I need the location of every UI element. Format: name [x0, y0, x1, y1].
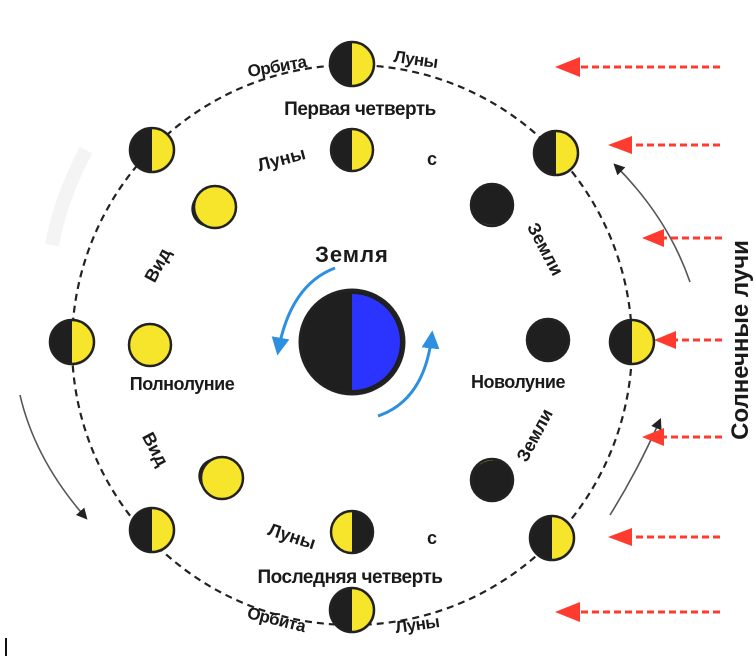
orbit-moon-top-right — [532, 129, 580, 177]
orbit-moon-top — [328, 40, 376, 88]
last-quarter-label: Последняя четверть — [258, 567, 443, 588]
sun-ray-2 — [608, 136, 720, 154]
sun-ray-6 — [608, 528, 720, 546]
phase-waxing-crescent — [469, 182, 515, 228]
orbit-moon-top-left — [128, 126, 176, 174]
full-moon-label: Полнолуние — [130, 374, 235, 394]
view-label-bottom-d: Земли — [513, 405, 557, 465]
sun-ray-4 — [654, 331, 722, 349]
view-label-top-d: Земли — [523, 219, 567, 279]
phase-last-quarter — [329, 509, 375, 555]
sun-rays-label: Солнечные лучи — [727, 240, 754, 440]
view-label-top-a: Вид — [141, 244, 176, 285]
earth-label: Земля — [315, 242, 389, 267]
phase-new-moon — [525, 317, 571, 363]
view-label-bottom-a: Вид — [138, 429, 173, 470]
orbit-moon-bottom — [328, 586, 376, 634]
orbit-moon-right — [608, 318, 656, 366]
orbit-direction-arrow-top-right — [613, 163, 691, 283]
orbit-moon-bottom-left — [128, 506, 176, 554]
phase-waning-gibbous — [198, 455, 245, 501]
phase-waning-crescent — [469, 457, 515, 503]
orbit-moon-left — [48, 318, 96, 366]
phase-first-quarter — [329, 127, 375, 173]
view-label-bottom-c: с — [427, 528, 437, 548]
orbit-moons — [48, 40, 656, 634]
sun-ray-3 — [642, 229, 722, 247]
first-quarter-label: Первая четверть — [284, 99, 436, 120]
sun-ray-1 — [555, 57, 720, 77]
phase-full-moon — [127, 322, 173, 368]
earth-rotation-arrow-right — [377, 330, 440, 418]
orbit-label-bottom-right: Луны — [394, 612, 440, 637]
view-label-top-c: с — [427, 149, 437, 169]
sun-rays — [555, 57, 722, 622]
phase-waxing-gibbous — [191, 184, 238, 230]
sun-ray-5 — [642, 428, 722, 446]
view-label-bottom-b: Луны — [266, 519, 319, 553]
view-from-earth-moons — [127, 127, 571, 555]
orbit-direction-arrow-left — [19, 394, 88, 520]
view-label-top-b: Луны — [255, 143, 307, 175]
orbit-label-bottom-left: Орбита — [245, 603, 308, 636]
orbit-moon-bottom-right — [528, 514, 576, 562]
new-moon-label: Новолуние — [471, 372, 566, 392]
orbit-direction-arrow-bottom-right — [609, 417, 662, 516]
earth-rotation-arrow-left — [271, 266, 336, 356]
earth — [298, 288, 406, 396]
orbit-label-top-right: Луны — [393, 47, 439, 72]
orbit-label-top-left: Орбита — [246, 52, 309, 81]
sun-ray-7 — [555, 602, 720, 622]
decorative-brush-stroke — [45, 146, 93, 247]
